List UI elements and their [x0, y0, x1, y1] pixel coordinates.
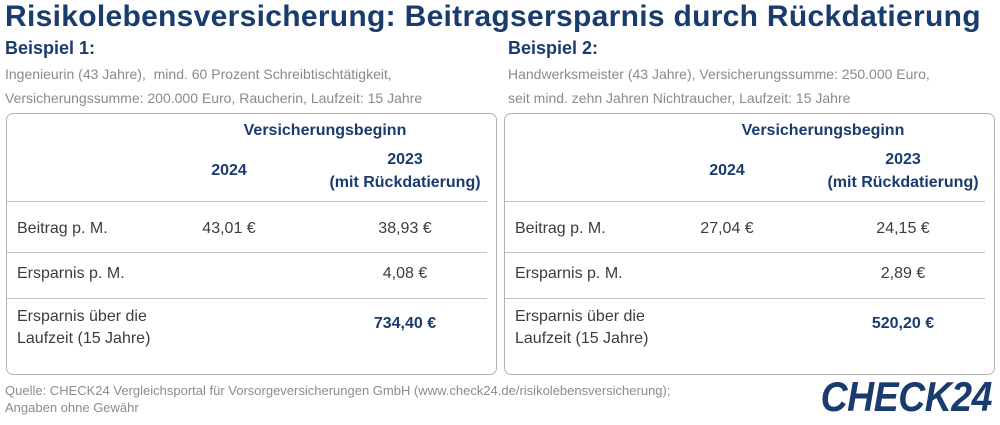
- cell-2023: 2,89 €: [880, 265, 926, 282]
- cell-2023-total: 520,20 €: [871, 315, 935, 332]
- example-2-intro: Beispiel 2: Handwerksmeister (43 Jahre),…: [508, 37, 1000, 111]
- row-divider: [505, 298, 985, 299]
- table-row: Ersparnis p. M. 4,08 €: [7, 263, 493, 285]
- example-description-line: seit mind. zehn Jahren Nichtraucher, Lau…: [508, 90, 851, 106]
- row-divider: [7, 201, 487, 202]
- cell-2024: 27,04 €: [700, 220, 754, 237]
- column-header-2023: 2023: [885, 151, 921, 168]
- table-row-total: Ersparnis über die Laufzeit (15 Jahre) 7…: [7, 306, 493, 350]
- source-note: Quelle: CHECK24 Vergleichsportal für Vor…: [5, 383, 671, 398]
- cell-2023: 38,93 €: [378, 220, 432, 237]
- table-row: Ersparnis p. M. 2,89 €: [505, 263, 991, 285]
- column-header-2023: 2023: [387, 151, 423, 168]
- example-description-line: Handwerksmeister (43 Jahre), Versicherun…: [508, 66, 930, 82]
- row-divider: [7, 252, 487, 253]
- table-row: Beitrag p. M. 43,01 € 38,93 €: [7, 218, 493, 240]
- row-label: Beitrag p. M.: [17, 220, 108, 237]
- row-divider: [7, 298, 487, 299]
- row-label: Ersparnis p. M.: [515, 265, 623, 282]
- cell-2024: 43,01 €: [202, 220, 256, 237]
- row-label: Beitrag p. M.: [515, 220, 606, 237]
- example-heading: Beispiel 2:: [508, 38, 599, 58]
- row-label: Ersparnis p. M.: [17, 265, 125, 282]
- check24-logo: CHECK24: [820, 373, 993, 420]
- row-label: Ersparnis über die Laufzeit (15 Jahre): [17, 308, 151, 347]
- cell-2023: 24,15 €: [876, 220, 930, 237]
- column-header-2024: 2024: [211, 162, 247, 179]
- disclaimer-note: Angaben ohne Gewähr: [5, 400, 139, 415]
- cell-2023: 4,08 €: [382, 265, 428, 282]
- page-title: Risikolebensversicherung: Beitragserspar…: [5, 0, 981, 33]
- row-label: Ersparnis über die Laufzeit (15 Jahre): [515, 308, 649, 347]
- comparison-table: Versicherungsbeginn 2024 2023 (mit Rückd…: [504, 113, 995, 375]
- example-description-line: Ingenieurin (43 Jahre), mind. 60 Prozent…: [5, 66, 392, 82]
- comparison-table: Versicherungsbeginn 2024 2023 (mit Rückd…: [6, 113, 497, 375]
- table-group-header: Versicherungsbeginn: [243, 122, 407, 139]
- table-row-total: Ersparnis über die Laufzeit (15 Jahre) 5…: [505, 306, 991, 350]
- example-1-intro: Beispiel 1: Ingenieurin (43 Jahre), mind…: [5, 37, 497, 111]
- table-row: Beitrag p. M. 27,04 € 24,15 €: [505, 218, 991, 240]
- example-heading: Beispiel 1:: [5, 38, 96, 58]
- column-header-2024: 2024: [709, 162, 745, 179]
- column-header-note: (mit Rückdatierung): [329, 174, 481, 191]
- table-group-header: Versicherungsbeginn: [741, 122, 905, 139]
- column-header-note: (mit Rückdatierung): [827, 174, 979, 191]
- example-description-line: Versicherungssumme: 200.000 Euro, Rauche…: [5, 90, 423, 106]
- cell-2023-total: 734,40 €: [373, 315, 437, 332]
- row-divider: [505, 201, 985, 202]
- row-divider: [505, 252, 985, 253]
